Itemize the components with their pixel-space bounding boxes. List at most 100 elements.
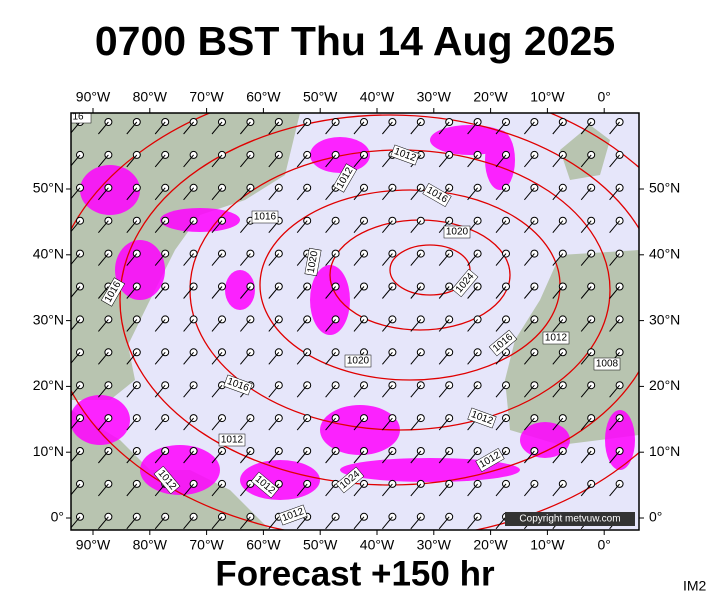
barb [240, 516, 251, 530]
barb [240, 220, 251, 234]
barb [609, 384, 620, 398]
barb [410, 450, 422, 464]
barb [467, 516, 478, 530]
barb [154, 319, 166, 332]
barb [609, 319, 620, 332]
barb [438, 121, 450, 135]
barb [240, 187, 251, 201]
isobar-label-box [153, 465, 181, 495]
barb [495, 121, 507, 135]
barb [325, 220, 336, 234]
barb [580, 483, 592, 497]
barb [126, 187, 138, 201]
isobar-label-text: 1012 [545, 333, 568, 344]
isobar-label-box [593, 357, 621, 371]
isobar-label-text: 1008 [596, 359, 619, 370]
lon-label-bottom: 50°W [303, 537, 338, 553]
barb [609, 417, 620, 431]
map: 1610121012101610161020102010241016102010… [71, 113, 639, 530]
barb [98, 516, 109, 530]
barb [325, 483, 336, 497]
barb [126, 319, 138, 332]
barb [382, 319, 393, 332]
isobar-label-box [344, 354, 372, 368]
lat-label-right: 30°N [649, 311, 680, 327]
barb [552, 450, 564, 464]
lon-label-bottom: 10°W [530, 537, 565, 553]
barb [467, 253, 478, 266]
barb [240, 121, 251, 135]
barb [126, 483, 138, 497]
barb [382, 154, 393, 168]
isobar-label-box [443, 225, 471, 239]
barb [467, 483, 478, 497]
barb [495, 220, 507, 234]
isobar-label-text: 1020 [347, 356, 370, 367]
barb [438, 286, 450, 299]
barb [467, 286, 478, 299]
barb [183, 121, 194, 135]
ticks: 90°W 90°W 80°W 80°W 70°W 70°W 60°W 60°W 50°W 50°W… [33, 89, 681, 553]
barb [98, 121, 109, 135]
isobar-label-box [218, 433, 246, 447]
barb [467, 187, 478, 201]
barb [240, 483, 251, 497]
barb [183, 351, 194, 365]
barb [211, 384, 223, 398]
lon-label-bottom: 0° [598, 537, 611, 553]
isobar-label-box [223, 374, 253, 396]
barb [609, 154, 620, 168]
barb [495, 253, 507, 266]
barb [410, 220, 422, 234]
barb [268, 351, 280, 365]
barb [495, 351, 507, 365]
barb [154, 121, 166, 135]
barb [438, 516, 450, 530]
barb [240, 417, 251, 431]
isobar-label-box [251, 210, 279, 224]
barb [524, 253, 535, 266]
barb [296, 319, 308, 332]
barb [382, 450, 393, 464]
barb [211, 319, 223, 332]
lon-label-bottom: 70°W [189, 537, 224, 553]
barb [609, 483, 620, 497]
barb [580, 417, 592, 431]
barb [410, 483, 422, 497]
lon-label-top: 0° [598, 89, 611, 105]
barb [410, 253, 422, 266]
barb [325, 154, 336, 168]
barb [382, 220, 393, 234]
isobar-label-box [422, 182, 452, 208]
barb [98, 253, 109, 266]
lon-label-top: 10°W [530, 89, 565, 105]
barb [580, 319, 592, 332]
barb [325, 384, 336, 398]
barb [609, 187, 620, 201]
copyright: Copyright metvuw.com [519, 514, 620, 525]
isobar-label: 1016 [251, 210, 279, 224]
barb [353, 483, 365, 497]
barb [126, 516, 138, 530]
barb [438, 450, 450, 464]
barb [211, 187, 223, 201]
isobar-label-box [278, 504, 308, 526]
barb [154, 450, 166, 464]
isobar-label-box [250, 471, 280, 499]
barb [524, 187, 535, 201]
barb [154, 384, 166, 398]
barb [609, 121, 620, 135]
barb [154, 417, 166, 431]
lon-label-bottom: 20°W [473, 537, 508, 553]
barb [325, 121, 336, 135]
barb [296, 351, 308, 365]
barb [268, 450, 280, 464]
barb [353, 187, 365, 201]
isobar-label: 1012 [542, 331, 570, 345]
lat-label-right: 10°N [649, 443, 680, 459]
barb [438, 351, 450, 365]
barb [154, 253, 166, 266]
barb [438, 384, 450, 398]
barb [382, 516, 393, 530]
barb [552, 319, 564, 332]
